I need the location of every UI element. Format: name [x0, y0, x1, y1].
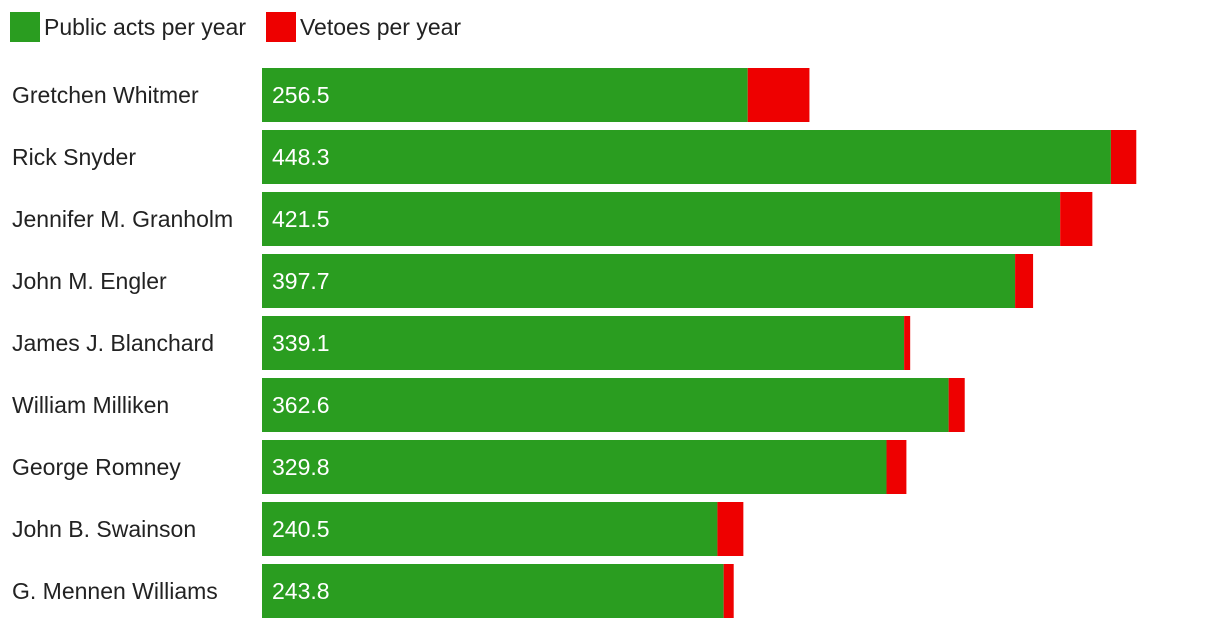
bar-vetoes-john-b-swainson [717, 502, 744, 556]
value-label-john-m-engler: 397.7 [272, 268, 330, 294]
bar-public-acts-james-j-blanchard [262, 316, 905, 370]
bar-vetoes-jennifer-m-granholm [1060, 192, 1093, 246]
bar-vetoes-james-j-blanchard [904, 316, 911, 370]
bar-vetoes-g-mennen-williams [723, 564, 734, 618]
bar-vetoes-george-romney [886, 440, 907, 494]
category-label-john-m-engler: John M. Engler [12, 268, 167, 294]
value-label-jennifer-m-granholm: 421.5 [272, 206, 330, 232]
legend-item-public-acts: Public acts per year [10, 12, 246, 42]
bar-vetoes-gretchen-whitmer [747, 68, 810, 122]
value-label-g-mennen-williams: 243.8 [272, 578, 330, 604]
value-label-james-j-blanchard: 339.1 [272, 330, 330, 356]
category-label-g-mennen-williams: G. Mennen Williams [12, 578, 218, 604]
legend-label-public-acts: Public acts per year [44, 14, 246, 40]
value-label-john-b-swainson: 240.5 [272, 516, 330, 542]
legend-label-vetoes: Vetoes per year [299, 14, 462, 40]
bar-public-acts-george-romney [262, 440, 887, 494]
category-label-james-j-blanchard: James J. Blanchard [12, 330, 214, 356]
value-label-rick-snyder: 448.3 [272, 144, 330, 170]
legend-item-vetoes: Vetoes per year [265, 12, 462, 42]
bar-vetoes-william-milliken [948, 378, 965, 432]
value-label-george-romney: 329.8 [272, 454, 330, 480]
category-label-rick-snyder: Rick Snyder [12, 144, 136, 170]
bar-vetoes-john-m-engler [1015, 254, 1034, 308]
bar-public-acts-gretchen-whitmer [262, 68, 748, 122]
bar-public-acts-john-m-engler [262, 254, 1016, 308]
value-label-william-milliken: 362.6 [272, 392, 330, 418]
category-label-william-milliken: William Milliken [12, 392, 169, 418]
bar-public-acts-jennifer-m-granholm [262, 192, 1061, 246]
category-label-gretchen-whitmer: Gretchen Whitmer [12, 82, 199, 108]
category-label-jennifer-m-granholm: Jennifer M. Granholm [12, 206, 233, 232]
bar-public-acts-william-milliken [262, 378, 949, 432]
legend-swatch-public-acts [10, 12, 40, 42]
bar-public-acts-john-b-swainson [262, 502, 718, 556]
bar-vetoes-rick-snyder [1110, 130, 1137, 184]
bar-public-acts-g-mennen-williams [262, 564, 724, 618]
chart-legend: Public acts per year Vetoes per year [10, 12, 481, 42]
legend-swatch-vetoes [265, 12, 296, 42]
category-label-george-romney: George Romney [12, 454, 181, 480]
bar-public-acts-rick-snyder [262, 130, 1111, 184]
value-label-gretchen-whitmer: 256.5 [272, 82, 330, 108]
category-label-john-b-swainson: John B. Swainson [12, 516, 196, 542]
